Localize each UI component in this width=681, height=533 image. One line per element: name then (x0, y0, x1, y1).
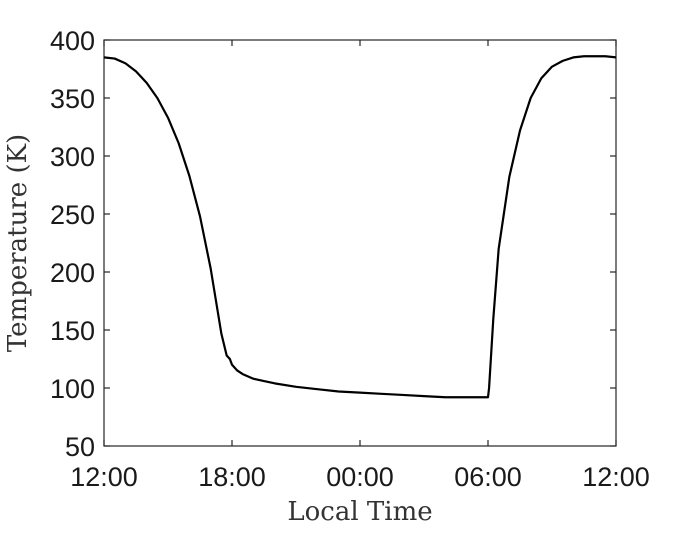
x-axis-title: Local Time (287, 497, 432, 527)
y-axis: 50 100 150 200 250 300 350 400 (50, 26, 616, 462)
x-tick-label: 00:00 (326, 462, 394, 492)
y-tick-label: 150 (50, 316, 95, 346)
x-tick-label: 18:00 (198, 462, 266, 492)
y-tick-label: 250 (50, 200, 95, 230)
y-tick-label: 400 (50, 26, 95, 56)
x-tick-label: 12:00 (70, 462, 138, 492)
y-tick-label: 200 (50, 258, 95, 288)
y-tick-label: 50 (65, 432, 95, 462)
temperature-series-line (103, 55, 617, 399)
x-axis: 12:00 18:00 00:00 06:00 12:00 (70, 40, 650, 492)
y-axis-title: Temperature (K) (3, 134, 33, 352)
y-tick-label: 100 (50, 374, 95, 404)
y-tick-label: 350 (50, 84, 95, 114)
x-tick-label: 12:00 (582, 462, 650, 492)
y-tick-label: 300 (50, 142, 95, 172)
plot-area (103, 39, 617, 447)
x-tick-label: 06:00 (454, 462, 522, 492)
